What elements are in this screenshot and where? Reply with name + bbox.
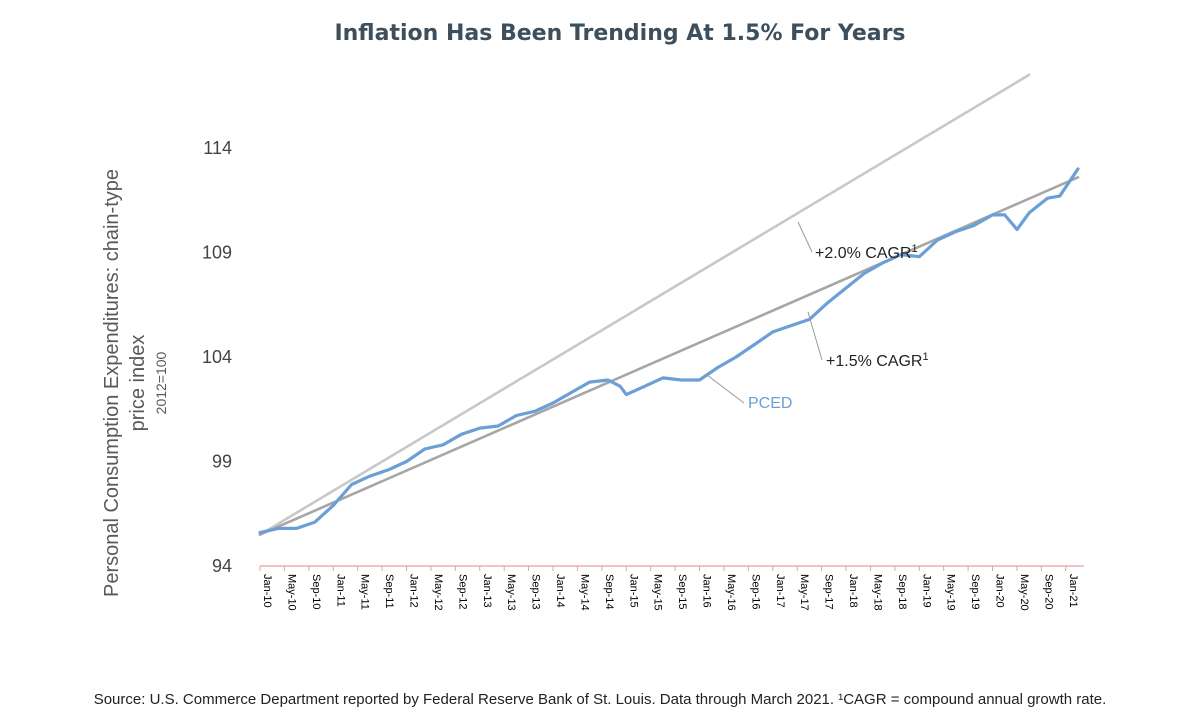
x-axis-ticks: Jan-10 May-10 Sep-10 Jan-11 May-11 Sep-11 Jan-…	[259, 566, 1079, 611]
x-tick-label: Jan-14	[554, 574, 566, 608]
x-tick-label: Jan-21	[1067, 574, 1079, 608]
y-tick-label: 94	[212, 556, 232, 576]
x-tick-label: Sep-11	[383, 574, 395, 609]
pced-series-line	[258, 167, 1080, 535]
x-tick-label: Sep-12	[456, 574, 468, 609]
annotation-cagr-2-0-leader	[797, 221, 813, 253]
x-tick-label: May-19	[945, 574, 957, 611]
x-tick-label: Sep-20	[1042, 574, 1054, 609]
x-tick-label: May-11	[359, 574, 371, 610]
x-tick-label: Jan-16	[701, 574, 713, 608]
y-tick-label: 99	[212, 452, 232, 472]
annotation-cagr-1-5: +1.5% CAGR1	[826, 351, 929, 370]
x-tick-label: May-13	[505, 574, 517, 611]
x-tick-label: Jan-18	[847, 574, 859, 608]
annotations: +2.0% CAGR1 +1.5% CAGR1 PCED	[706, 221, 929, 412]
x-tick-label: Jan-10	[261, 574, 273, 608]
cagr-2-0-trend-line	[258, 73, 1031, 536]
x-tick-label: May-18	[871, 574, 883, 611]
x-tick-label: Jan-20	[994, 574, 1006, 608]
annotation-pced-leader	[706, 374, 745, 404]
y-axis-label: Personal Consumption Expenditures: chain…	[101, 169, 169, 597]
x-tick-label: May-15	[652, 574, 664, 611]
x-tick-label: Sep-18	[896, 574, 908, 609]
x-tick-label: Sep-17	[823, 574, 835, 609]
x-tick-label: Sep-13	[530, 574, 542, 609]
y-axis-ticks: 94 99 104 109 114	[202, 138, 232, 576]
x-tick-label: Jan-13	[481, 574, 493, 608]
x-tick-label: Jan-15	[627, 574, 639, 608]
x-tick-label: Jan-12	[408, 574, 420, 608]
annotation-pced: PCED	[748, 395, 792, 412]
y-tick-label: 104	[202, 347, 232, 367]
x-tick-label: Sep-16	[749, 574, 761, 609]
x-tick-label: Jan-11	[334, 574, 346, 607]
annotation-cagr-1-5-leader	[807, 311, 823, 361]
x-tick-label: Jan-17	[774, 574, 786, 608]
x-tick-label: Sep-10	[310, 574, 322, 609]
x-tick-label: Sep-19	[969, 574, 981, 609]
chart-title: Inflation Has Been Trending At 1.5% For …	[334, 21, 905, 46]
y-tick-label: 114	[203, 138, 232, 158]
y-axis-label-line1: Personal Consumption Expenditures: chain…	[101, 169, 123, 597]
source-note: Source: U.S. Commerce Department reporte…	[94, 691, 1107, 708]
x-tick-label: May-16	[725, 574, 737, 611]
x-tick-label: May-10	[285, 574, 297, 611]
x-tick-label: May-17	[798, 574, 810, 611]
x-tick-label: May-20	[1018, 574, 1030, 611]
x-tick-label: May-12	[432, 574, 444, 611]
series-lines	[258, 73, 1080, 536]
x-tick-label: May-14	[578, 574, 590, 611]
y-axis-label-line3: 2012=100	[153, 351, 169, 414]
x-tick-label: Sep-15	[676, 574, 688, 609]
x-tick-label: Sep-14	[603, 574, 615, 609]
y-tick-label: 109	[202, 243, 232, 263]
annotation-cagr-2-0: +2.0% CAGR1	[815, 243, 918, 262]
x-tick-label: Jan-19	[920, 574, 932, 608]
y-axis-label-line2: price index	[127, 335, 149, 432]
